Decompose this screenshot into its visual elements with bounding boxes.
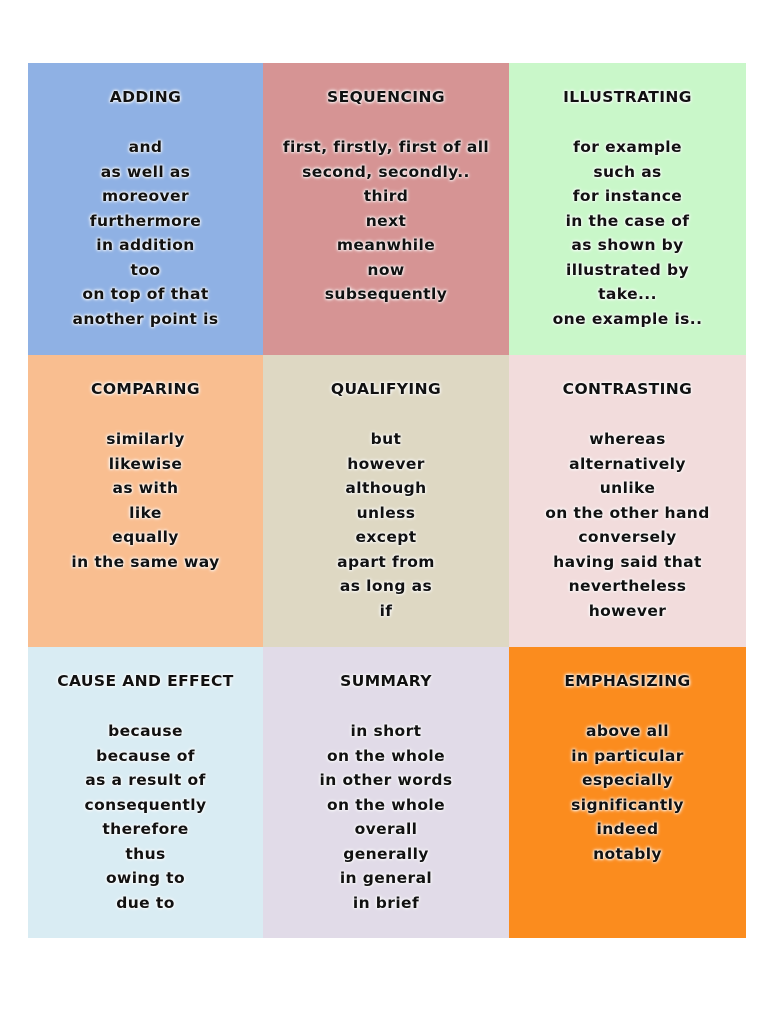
phrase-list: whereas alternatively unlike on the othe… xyxy=(509,427,746,623)
phrase-item: except xyxy=(355,528,417,546)
phrase-item: but xyxy=(370,430,402,448)
phrase-item: in short xyxy=(350,722,422,740)
phrase-item: third xyxy=(363,187,409,205)
category-contrasting: CONTRASTING whereas alternatively unlike… xyxy=(509,355,746,647)
phrase-item: too xyxy=(130,260,161,279)
phrase-item: thus xyxy=(125,844,166,863)
category-emphasizing: EMPHASIZING above all in particular espe… xyxy=(509,647,746,938)
phrase-item: as a result of xyxy=(85,771,206,789)
category-heading: ILLUSTRATING xyxy=(563,88,692,106)
phrase-item: on the whole xyxy=(326,746,446,765)
phrase-item: conversely xyxy=(578,528,677,546)
phrase-item: nevertheless xyxy=(568,577,687,595)
phrase-item: consequently xyxy=(84,795,207,814)
phrase-item: as shown by xyxy=(571,236,684,254)
phrase-item: on the other hand xyxy=(545,503,710,522)
phrase-item: now xyxy=(367,260,405,279)
phrase-item: such as xyxy=(593,162,662,181)
phrase-item: and xyxy=(128,138,163,156)
phrase-item: above all xyxy=(586,722,669,740)
category-heading: SUMMARY xyxy=(340,672,432,690)
category-heading: CONTRASTING xyxy=(562,380,693,398)
phrase-item: next xyxy=(365,211,407,230)
phrase-item: whereas xyxy=(589,430,666,448)
phrase-item: take... xyxy=(598,285,657,303)
category-comparing: COMPARING similarly likewise as with lik… xyxy=(28,355,263,647)
phrase-item: subsequently xyxy=(324,285,448,303)
phrase-list: similarly likewise as with like equally … xyxy=(28,427,263,574)
phrase-item: likewise xyxy=(108,454,183,473)
phrase-item: in general xyxy=(339,869,433,887)
phrase-item: apart from xyxy=(337,552,435,571)
phrase-item: one example is.. xyxy=(552,309,703,328)
phrase-item: in the same way xyxy=(71,552,220,571)
phrase-item: furthermore xyxy=(89,211,202,230)
phrase-item: in brief xyxy=(352,893,420,912)
phrase-item: meanwhile xyxy=(336,236,436,254)
connectives-grid: ADDING and as well as moreover furthermo… xyxy=(28,63,746,938)
phrase-item: especially xyxy=(581,771,674,789)
phrase-item: as long as xyxy=(339,577,433,595)
phrase-list: above all in particular especially signi… xyxy=(509,719,746,866)
category-summary: SUMMARY in short on the whole in other w… xyxy=(263,647,509,938)
phrase-item: as with xyxy=(112,479,179,497)
phrase-item: for example xyxy=(573,138,682,156)
category-heading: ADDING xyxy=(109,88,182,106)
phrase-item: if xyxy=(379,601,393,620)
category-heading: COMPARING xyxy=(91,380,200,398)
category-sequencing: SEQUENCING first, firstly, first of all … xyxy=(263,63,509,355)
phrase-item: in addition xyxy=(96,236,195,254)
category-heading: CAUSE AND EFFECT xyxy=(57,672,234,690)
phrase-item: on the whole xyxy=(326,795,446,814)
phrase-item: unless xyxy=(356,503,416,522)
phrase-item: in other words xyxy=(319,771,453,789)
category-adding: ADDING and as well as moreover furthermo… xyxy=(28,63,263,355)
phrase-item: because of xyxy=(96,746,195,765)
phrase-item: similarly xyxy=(106,430,185,448)
phrase-item: generally xyxy=(343,844,429,863)
phrase-list: because because of as a result of conseq… xyxy=(28,719,263,915)
phrase-item: first, firstly, first of all xyxy=(282,138,490,156)
category-heading: SEQUENCING xyxy=(327,88,445,106)
phrase-item: illustrated by xyxy=(566,260,689,279)
phrase-item: however xyxy=(347,454,425,473)
phrase-item: unlike xyxy=(599,479,656,497)
phrase-item: in particular xyxy=(571,746,684,765)
phrase-item: in the case of xyxy=(565,211,690,230)
phrase-item: indeed xyxy=(596,820,659,838)
category-cause-and-effect: CAUSE AND EFFECT because because of as a… xyxy=(28,647,263,938)
phrase-list: and as well as moreover furthermore in a… xyxy=(28,135,263,331)
phrase-list: but however although unless except apart… xyxy=(263,427,509,623)
category-qualifying: QUALIFYING but however although unless e… xyxy=(263,355,509,647)
phrase-item: although xyxy=(345,479,427,497)
phrase-list: first, firstly, first of all second, sec… xyxy=(263,135,509,307)
phrase-item: owing to xyxy=(105,869,186,887)
phrase-item: moreover xyxy=(101,187,190,205)
phrase-item: another point is xyxy=(72,309,219,328)
phrase-item: however xyxy=(588,601,667,620)
category-heading: EMPHASIZING xyxy=(564,672,691,690)
phrase-item: due to xyxy=(116,893,175,912)
phrase-item: second, secondly.. xyxy=(302,162,470,181)
phrase-item: significantly xyxy=(571,795,684,814)
phrase-item: equally xyxy=(112,528,179,546)
phrase-item: alternatively xyxy=(569,454,686,473)
phrase-item: notably xyxy=(593,844,662,863)
phrase-item: having said that xyxy=(553,552,702,571)
phrase-item: for instance xyxy=(572,187,683,205)
phrase-item: because xyxy=(108,722,183,740)
phrase-item: overall xyxy=(354,820,418,838)
phrase-item: like xyxy=(129,503,162,522)
category-illustrating: ILLUSTRATING for example such as for ins… xyxy=(509,63,746,355)
phrase-item: on top of that xyxy=(82,285,209,303)
category-heading: QUALIFYING xyxy=(330,380,442,398)
phrase-list: in short on the whole in other words on … xyxy=(263,719,509,915)
phrase-item: therefore xyxy=(102,820,189,838)
phrase-item: as well as xyxy=(100,162,191,181)
phrase-list: for example such as for instance in the … xyxy=(509,135,746,331)
